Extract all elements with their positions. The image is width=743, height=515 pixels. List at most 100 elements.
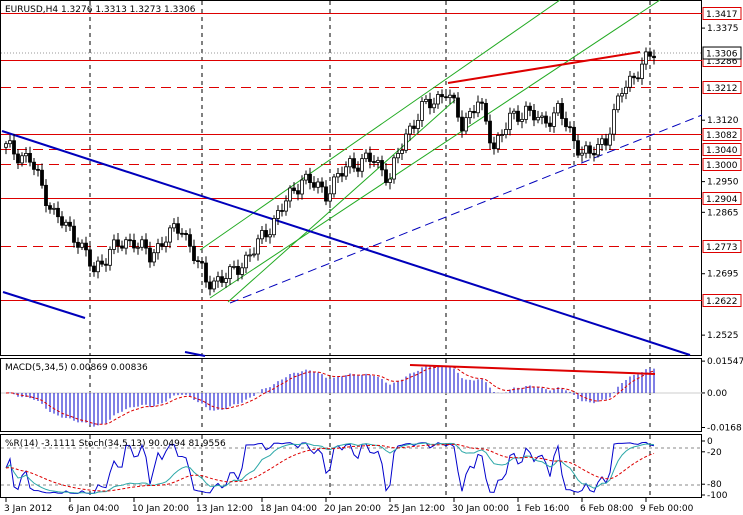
candle-body [288,187,292,202]
candle-body [648,51,652,57]
candle-body [268,234,272,238]
candle-body [548,122,552,127]
candle-body [448,94,452,99]
time-label: 9 Feb 00:00 [640,504,694,514]
candle-body [628,75,632,88]
channel-middle-line[interactable] [209,0,661,299]
candle-body [116,239,120,247]
candle-body [100,260,104,265]
candle-body [36,168,40,171]
stochastic-pane[interactable]: %R(14) -3.1111 Stoch(34,5,13) 90.0494 81… [0,434,702,498]
candle-body [104,263,108,266]
candle-body [508,112,512,130]
stochastic-header: %R(14) -3.1111 Stoch(34,5,13) 90.0494 81… [5,439,226,449]
candle-body [600,138,604,145]
candle-body [640,63,644,79]
candle-body [364,152,368,160]
candle-body [160,243,164,247]
candle-body [532,110,536,121]
stochastic-pane-frame [0,434,702,498]
candle-body [340,173,344,177]
time-label: 20 Jan 20:00 [324,504,381,514]
candle-body [616,95,620,111]
stochastic-axis[interactable]: 0-20 -80-100 [702,437,728,501]
resistance-trendline[interactable] [447,51,641,84]
candle-body [108,249,112,266]
price-tick-label: 1.2950 [707,178,739,188]
candle-body [208,281,212,290]
candle-body [248,254,252,257]
channel-lower-line[interactable] [227,99,456,303]
candle-body [140,239,144,248]
candle-body [416,120,420,129]
candle-body [52,207,56,210]
candle-body [348,158,352,168]
lower-down-trendline[interactable] [2,291,86,319]
candle-body [292,187,296,192]
trendlines[interactable] [1,0,703,357]
candle-body [368,152,372,162]
stochastic-tick-label: 0 [707,437,713,447]
price-axis[interactable]: 1.3417 1.3286 1.3212 1.3082 1.3040 1.3000 1.29… [702,7,742,342]
candle-body [260,230,264,240]
candle-body [564,118,568,128]
macd-tick-label: 0.00 [707,389,727,399]
candlestick-series[interactable] [4,47,656,296]
candle-body [472,110,476,114]
candle-body [120,245,124,249]
candle-body [484,102,488,122]
candle-body [272,218,276,236]
down-trendline[interactable] [1,130,691,356]
macd-header: MACD(5,34,5) 0.00869 0.00836 [5,363,148,373]
candle-body [92,265,96,273]
candle-body [536,116,540,121]
candle-body [176,223,180,234]
candle-body [476,101,480,114]
candle-body [88,249,92,267]
channel-upper-line[interactable] [199,0,561,251]
candle-body [32,161,36,170]
price-pane[interactable]: EURUSD,H4 1.3276 1.3313 1.3273 1.3306 [0,0,703,357]
candle-body [172,223,176,229]
candle-body [412,125,416,129]
stochastic-tick-label: -80 [707,480,722,490]
candle-body [384,169,388,183]
candle-body [588,145,592,154]
time-label: 6 Feb 08:00 [580,504,634,514]
candle-body [148,247,152,263]
candle-body [580,152,584,156]
candle-body [596,144,600,156]
candle-body [240,267,244,275]
price-level-label: 1.3000 [706,161,738,171]
wpr-line [5,441,655,494]
macd-axis[interactable]: 0.01547 0.00 -0.0168 [702,357,743,434]
candle-body [592,152,596,156]
lower-down-trendline-tail[interactable] [184,351,206,357]
candle-body [236,266,240,275]
candle-body [312,182,316,188]
candle-body [604,138,608,146]
time-axis[interactable]: 3 Jan 2012 6 Jan 04:00 10 Jan 20:00 13 Jan … [4,498,694,514]
macd-tick-label: -0.0168 [707,424,742,434]
candle-body [60,216,64,226]
candle-body [560,103,564,119]
candle-body [440,94,444,98]
candle-body [420,101,424,121]
candle-body [48,205,52,210]
time-label: 18 Jan 04:00 [260,504,317,514]
candle-body [492,142,496,150]
candle-body [396,153,400,159]
macd-divergence-line[interactable] [409,364,656,375]
candle-body [244,254,248,269]
macd-pane[interactable]: MACD(5,34,5) 0.00869 0.00836 [0,358,703,432]
candle-body [612,109,616,135]
dashed-support-trendline[interactable] [229,114,703,304]
candle-body [320,181,324,188]
candle-body [128,239,132,242]
candle-body [404,133,408,151]
candle-body [460,116,464,132]
stoch-signal-line [5,443,655,492]
candle-body [304,173,308,181]
candle-body [12,140,16,155]
